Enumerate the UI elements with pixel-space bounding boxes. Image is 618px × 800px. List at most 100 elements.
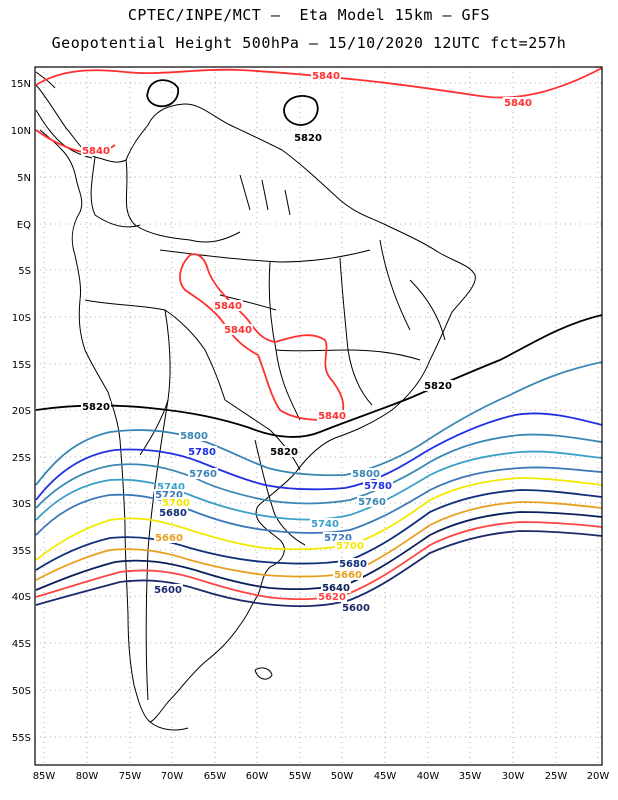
contour-label-bg xyxy=(335,540,365,551)
lat-label: 5S xyxy=(18,266,31,277)
contour-5760 xyxy=(35,433,602,509)
contour-label-bg xyxy=(179,430,209,441)
contour-5680 xyxy=(35,489,602,571)
lon-label: 30W xyxy=(502,771,525,782)
contour-label-bg xyxy=(188,468,218,479)
contour-label-bg xyxy=(333,569,363,580)
lon-label: 40W xyxy=(417,771,440,782)
lon-label: 60W xyxy=(246,771,269,782)
lat-label: 25S xyxy=(12,453,31,464)
contour-5820-main xyxy=(35,314,602,438)
lat-label: 20S xyxy=(12,406,31,417)
contour-label-bg xyxy=(323,532,353,543)
lon-label: 75W xyxy=(119,771,142,782)
longitude-labels: 85W 80W 75W 70W 65W 60W 55W 50W 45W 40W 35W 30W 25W 2… xyxy=(33,771,610,782)
contour-label-5740: 5740 xyxy=(311,519,339,530)
contour-label-5780: 5780 xyxy=(364,481,392,492)
lon-label: 45W xyxy=(374,771,397,782)
contour-5800 xyxy=(35,361,602,486)
contour-label-bg xyxy=(187,446,217,457)
contour-label-bg xyxy=(317,410,347,421)
lat-label: 5N xyxy=(17,173,31,184)
contour-5740 xyxy=(35,450,602,521)
contour-label-5720: 5720 xyxy=(324,533,352,544)
contour-label-bg xyxy=(311,70,341,81)
latitude-labels: 15N 10N 5N EQ 5S 10S 15S 20S 25S 30S 35S 40S 45S 50S 5… xyxy=(11,79,31,744)
contour-label-bg xyxy=(503,97,533,108)
lat-label: 35S xyxy=(12,546,31,557)
lat-label: 50S xyxy=(12,686,31,697)
contour-label-bg xyxy=(310,518,340,529)
lon-label: 20W xyxy=(587,771,610,782)
contour-label-bg xyxy=(363,480,393,491)
map-subtitle: Geopotential Height 500hPa – 15/10/2020 … xyxy=(51,34,567,52)
contour-label-5820: 5820 xyxy=(82,402,110,413)
contour-label-bg xyxy=(158,507,188,518)
contour-label-5680: 5680 xyxy=(159,508,187,519)
contour-label-5820: 5820 xyxy=(294,133,322,144)
contour-label-5740: 5740 xyxy=(157,482,185,493)
lat-label: 40S xyxy=(12,592,31,603)
contour-label-bg xyxy=(338,558,368,569)
lon-label: 50W xyxy=(331,771,354,782)
contour-label-5640: 5640 xyxy=(322,583,350,594)
contour-label-bg xyxy=(341,602,371,613)
map-title: CPTEC/INPE/MCT – Eta Model 15km – GFS xyxy=(127,6,491,24)
contour-label-5820: 5820 xyxy=(424,381,452,392)
contour-label-bg xyxy=(321,582,351,593)
contour-5820-island xyxy=(283,95,319,126)
contour-5640 xyxy=(35,511,602,591)
contour-label-5840: 5840 xyxy=(318,411,346,422)
contour-label-bg xyxy=(423,380,453,391)
contour-label-5800: 5800 xyxy=(352,469,380,480)
contour-label-5700: 5700 xyxy=(336,541,364,552)
lon-label: 65W xyxy=(204,771,227,782)
contour-label-5680: 5680 xyxy=(339,559,367,570)
contour-label-bg xyxy=(154,489,184,500)
contour-label-5600: 5600 xyxy=(154,585,182,596)
contour-label-bg xyxy=(153,584,183,595)
contour-label-5760: 5760 xyxy=(358,497,386,508)
lon-label: 70W xyxy=(161,771,184,782)
contour-label-bg xyxy=(293,132,323,143)
lat-label: 30S xyxy=(12,499,31,510)
contour-label-bg xyxy=(357,496,387,507)
contour-label-bg xyxy=(317,591,347,602)
contour-label-5760: 5760 xyxy=(189,469,217,480)
lat-label: 55S xyxy=(12,733,31,744)
contour-5660 xyxy=(35,501,602,581)
lat-label: 45S xyxy=(12,639,31,650)
map-frame xyxy=(34,66,603,766)
contour-5840-brazil-loop xyxy=(179,253,345,421)
contour-label-5700: 5700 xyxy=(162,498,190,509)
contour-label-5820: 5820 xyxy=(270,447,298,458)
lon-label: 85W xyxy=(33,771,56,782)
contour-label-5720: 5720 xyxy=(155,490,183,501)
lon-label: 25W xyxy=(545,771,568,782)
contour-5620 xyxy=(35,521,602,601)
lat-label: EQ xyxy=(17,220,31,231)
lon-label: 55W xyxy=(289,771,312,782)
contour-5700 xyxy=(35,477,602,561)
contour-label-5840: 5840 xyxy=(224,325,252,336)
contour-label-5840: 5840 xyxy=(214,301,242,312)
contour-labels: 5840 5840 5840 5840 5840 5840 5820 5820 5820 5820… xyxy=(81,70,533,614)
contour-label-bg xyxy=(156,481,186,492)
contour-label-bg xyxy=(269,446,299,457)
lon-label: 80W xyxy=(76,771,99,782)
contour-label-bg xyxy=(161,497,191,508)
contour-label-5840: 5840 xyxy=(312,71,340,82)
contour-label-bg xyxy=(154,532,184,543)
contour-label-bg xyxy=(213,300,243,311)
coastlines xyxy=(35,71,476,731)
contour-label-5780: 5780 xyxy=(188,447,216,458)
lat-label: 10N xyxy=(11,126,31,137)
contour-label-5600: 5600 xyxy=(342,603,370,614)
contour-5780 xyxy=(35,412,602,501)
contours xyxy=(35,67,602,608)
contour-label-5620: 5620 xyxy=(318,592,346,603)
lon-label: 35W xyxy=(459,771,482,782)
contour-label-5840: 5840 xyxy=(504,98,532,109)
contour-label-5660: 5660 xyxy=(155,533,183,544)
